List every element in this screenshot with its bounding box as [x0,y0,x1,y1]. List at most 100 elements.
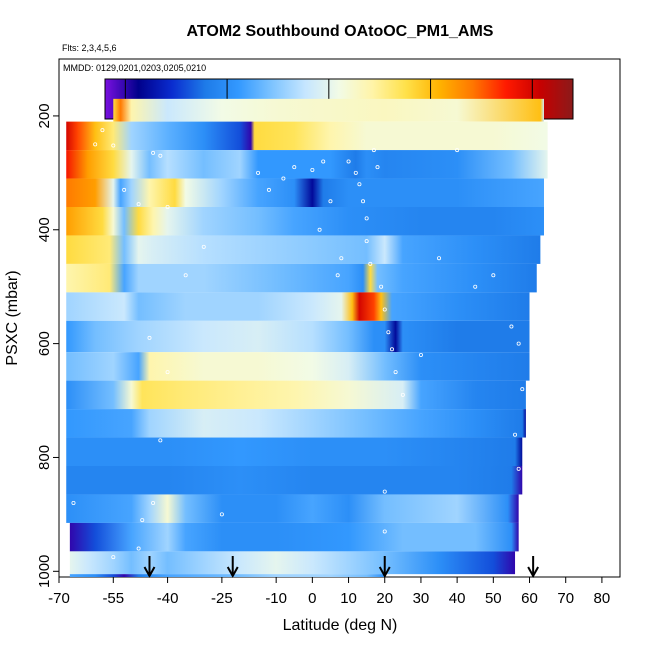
sample-point [371,148,376,153]
sample-point [151,150,156,155]
x-tick-label: -10 [265,590,287,607]
sample-point [516,341,521,346]
y-tick-label: 200 [36,103,53,128]
sample-point [382,307,387,312]
x-tick-label: 10 [340,590,357,607]
y-tick-label: 400 [36,217,53,242]
sample-point [201,244,206,249]
sample-point [281,176,286,181]
latitude-arrows [143,556,540,579]
dates-subtitle: MMDD: 0129,0201,0203,0205,0210 [63,63,206,73]
sample-point [71,500,76,505]
sample-point [386,330,391,335]
sample-point [111,143,116,148]
latitude-arrow [143,556,156,579]
sample-point [151,500,156,505]
sample-point [473,284,478,289]
sample-point [140,518,145,523]
sample-point [93,142,98,147]
sample-point [339,256,344,261]
heatmap-row [66,150,548,179]
sample-point [266,187,271,192]
sample-point [520,387,525,392]
heatmap-row [66,494,519,523]
x-tick-label: 0 [308,590,316,607]
sample-point [346,159,351,164]
y-tick-label: 1000 [36,555,53,588]
y-tick-label: 800 [36,445,53,470]
sample-point [165,204,170,209]
y-tick-label: 600 [36,331,53,356]
chart-title: ATOM2 Southbound OAtoOC_PM1_AMS [187,23,494,40]
heatmap-row [66,352,530,381]
heatmap-row [66,207,544,236]
axes: -70 -55 -40 -25 -10 0 10 20 30 40 50 60 70 80 200 400 60… [36,103,610,607]
sample-point [158,153,163,158]
sample-point [165,370,170,375]
sample-point [353,170,358,175]
sample-point [389,347,394,352]
heatmap-row [66,409,526,438]
heatmap-row [113,98,544,122]
x-tick-label: 30 [413,590,430,607]
sample-point [147,335,152,340]
sample-point [455,148,460,153]
sample-point [400,392,405,397]
heatmap-row [69,574,385,577]
latitude-arrow [226,556,239,579]
latitude-arrow [527,556,540,579]
sample-point [382,529,387,534]
heatmap-row [66,263,537,293]
sample-point [509,324,514,329]
sample-point [328,199,333,204]
sample-point [357,182,362,187]
heatmap-row [66,121,548,151]
x-tick-label: -40 [157,590,179,607]
sample-point [183,273,188,278]
flights-subtitle: Flts: 2,3,4,5,6 [62,43,117,53]
sample-point [368,261,373,266]
sample-point [516,466,521,471]
sample-point [219,512,224,517]
x-tick-label: 40 [449,590,466,607]
sample-point [393,370,398,375]
x-tick-label: -55 [102,590,124,607]
sample-point [64,546,69,551]
sample-point [491,273,496,278]
heatmap-row [66,437,523,466]
heatmap-rows [66,98,548,577]
sample-point [437,256,442,261]
x-tick-label: 70 [557,590,574,607]
sample-point [379,284,384,289]
heatmap-row [66,292,530,321]
latitude-arrow [378,556,391,579]
sample-point [256,170,261,175]
sample-point [136,546,141,551]
sample-point [364,239,369,244]
heatmap-row [69,551,516,575]
sample-point [100,128,105,133]
x-tick-label: 50 [485,590,502,607]
heatmap-row [66,235,541,264]
heatmap-row [66,320,530,353]
heatmap-row [66,380,526,410]
sample-point [292,165,297,170]
sample-point [361,199,366,204]
y-axis-label: PSXC (mbar) [4,270,21,365]
sample-point [321,159,326,164]
x-tick-label: 80 [594,590,611,607]
sample-point [375,165,380,170]
sample-point [310,167,315,172]
sample-point [418,352,423,357]
heatmap-row [66,178,544,207]
sample-point [136,202,141,207]
x-tick-label: 20 [376,590,393,607]
sample-point [382,489,387,494]
sample-point [513,432,518,437]
heatmap-row [69,522,519,552]
x-tick-label: -25 [211,590,233,607]
sample-point [158,438,163,443]
x-tick-label: 60 [521,590,538,607]
sample-point [335,273,340,278]
